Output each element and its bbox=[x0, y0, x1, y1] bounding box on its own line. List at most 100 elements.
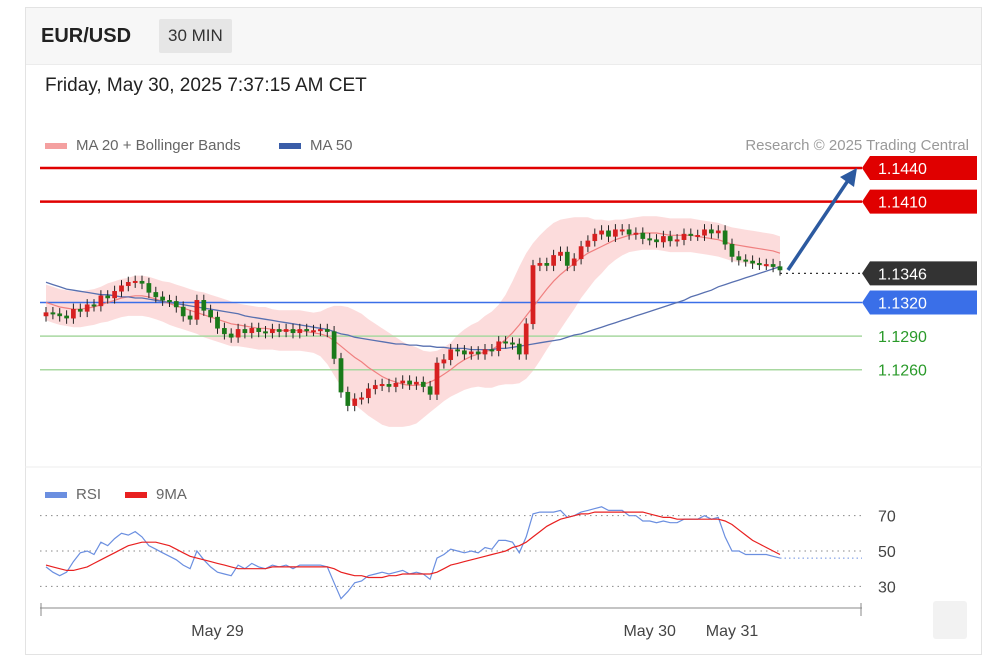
level-tag-3 bbox=[862, 290, 977, 315]
legend-ma20: MA 20 + Bollinger Bands bbox=[45, 137, 241, 154]
ma9-swatch bbox=[125, 491, 147, 498]
candle-body bbox=[112, 291, 117, 299]
candle-body bbox=[462, 350, 467, 355]
candle-body bbox=[722, 230, 728, 245]
candle-body bbox=[91, 304, 97, 307]
ma50-line bbox=[45, 265, 781, 351]
candle-body bbox=[331, 331, 337, 359]
time-label-1: May 30 bbox=[623, 623, 676, 640]
candle-body bbox=[180, 306, 186, 317]
rsi-tick-1: 50 bbox=[878, 544, 896, 561]
candle-body bbox=[386, 384, 392, 387]
rsi-tick-2: 30 bbox=[878, 579, 896, 596]
candle-body bbox=[647, 238, 653, 241]
candle-body bbox=[585, 240, 591, 247]
candle-body bbox=[455, 349, 460, 352]
candle-body bbox=[709, 229, 714, 234]
forecast-arrow-shaft bbox=[786, 178, 851, 271]
candle-body bbox=[736, 256, 742, 261]
candle-body bbox=[187, 315, 193, 320]
candle-body bbox=[743, 259, 749, 262]
candle-body bbox=[407, 380, 412, 385]
candle-body bbox=[393, 382, 399, 387]
candle-body bbox=[256, 328, 262, 332]
candle-body bbox=[763, 264, 769, 267]
candle-body bbox=[777, 266, 783, 271]
level-label-1: 1.1410 bbox=[878, 195, 927, 212]
candle-body bbox=[318, 329, 323, 332]
legend-ma50-label: MA 50 bbox=[310, 137, 353, 154]
candle-body bbox=[626, 229, 632, 235]
rsi-line bbox=[45, 506, 781, 600]
candle-body bbox=[249, 328, 255, 334]
candle-body bbox=[77, 308, 83, 312]
candle-body bbox=[283, 329, 289, 332]
candle-body bbox=[324, 329, 330, 332]
candle-body bbox=[592, 233, 598, 242]
candle-body bbox=[139, 280, 145, 284]
level-label-4: 1.1290 bbox=[878, 329, 927, 346]
candle-body bbox=[654, 239, 659, 243]
candle-body bbox=[372, 385, 378, 390]
candle-body bbox=[119, 285, 124, 292]
level-tag-1 bbox=[862, 189, 977, 214]
candle-body bbox=[681, 233, 687, 240]
candle-body bbox=[468, 351, 474, 355]
candle-body bbox=[633, 232, 639, 235]
candle-body bbox=[688, 233, 694, 236]
candle-body bbox=[290, 329, 296, 334]
copyright: Research © 2025 Trading Central bbox=[745, 137, 969, 154]
candle-body bbox=[160, 296, 165, 301]
candle-body bbox=[276, 329, 282, 332]
candle-body bbox=[578, 246, 584, 260]
candle-body bbox=[750, 260, 755, 264]
candle-body bbox=[98, 295, 104, 307]
legend-ma20-label: MA 20 + Bollinger Bands bbox=[76, 137, 241, 154]
time-label-2: May 31 bbox=[706, 623, 759, 640]
candle-body bbox=[379, 384, 385, 387]
candle-body bbox=[359, 397, 364, 400]
candle-body bbox=[194, 300, 200, 320]
candle-body bbox=[434, 362, 440, 395]
rsi-swatch bbox=[45, 491, 67, 498]
legend-ma50: MA 50 bbox=[279, 137, 353, 154]
candle-body bbox=[448, 349, 454, 360]
candle-body bbox=[297, 329, 303, 334]
candle-body bbox=[270, 329, 275, 334]
candle-body bbox=[57, 313, 63, 317]
candle-body bbox=[613, 229, 618, 237]
candle-body bbox=[50, 312, 56, 315]
candle-body bbox=[715, 230, 721, 234]
candle-body bbox=[606, 230, 611, 237]
level-tag-2 bbox=[862, 261, 977, 286]
candle-body bbox=[64, 315, 69, 319]
candle-body bbox=[167, 300, 172, 303]
ma50-swatch bbox=[279, 142, 301, 149]
candle-body bbox=[674, 239, 680, 242]
candle-body bbox=[263, 331, 268, 334]
candle-body bbox=[228, 333, 234, 338]
candle-body bbox=[661, 236, 666, 243]
candle-body bbox=[338, 358, 344, 393]
watermark-icon bbox=[933, 601, 967, 639]
datetime-label: Friday, May 30, 2025 7:37:15 AM CET bbox=[45, 75, 367, 96]
level-label-2: 1.1346 bbox=[878, 266, 927, 283]
candle-body bbox=[551, 255, 556, 266]
candle-body bbox=[242, 329, 248, 334]
ma20-line bbox=[45, 232, 781, 386]
candle-body bbox=[475, 351, 481, 355]
candle-body bbox=[414, 381, 419, 385]
candle-body bbox=[619, 229, 625, 232]
candle-body bbox=[173, 301, 179, 308]
legend-rsi-label: RSI bbox=[76, 486, 102, 503]
candle-body bbox=[441, 359, 447, 364]
candle-body bbox=[496, 341, 502, 351]
candle-body bbox=[420, 381, 426, 387]
candle-body bbox=[105, 295, 111, 299]
interval-badge[interactable]: 30 MIN bbox=[159, 19, 232, 53]
candle-body bbox=[564, 251, 570, 266]
candle-body bbox=[84, 304, 90, 312]
candle-body bbox=[523, 323, 529, 355]
ma20-swatch bbox=[45, 142, 67, 149]
